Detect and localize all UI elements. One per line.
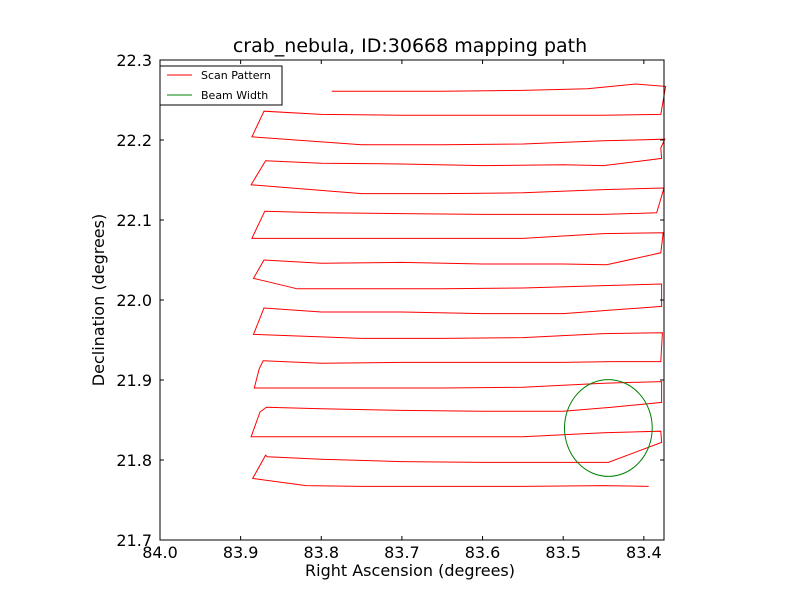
y-tick-label: 21.7 — [116, 531, 152, 550]
x-tick-label: 84.0 — [142, 543, 178, 562]
y-tick-label: 22.3 — [116, 51, 152, 70]
beam-layer — [563, 379, 653, 477]
x-tick-label: 83.9 — [223, 543, 259, 562]
y-ticks: 21.7 21.8 21.9 22.0 22.1 22.2 22.3 — [116, 51, 664, 550]
x-axis-label: Right Ascension (degrees) — [305, 561, 515, 580]
x-tick-label: 83.5 — [545, 543, 581, 562]
legend-beam-label: Beam Width — [201, 89, 268, 102]
y-tick-label: 22.1 — [116, 211, 152, 230]
y-tick-label: 21.9 — [116, 371, 152, 390]
legend: Scan Pattern Beam Width — [159, 65, 283, 106]
beam-width-circle — [563, 379, 653, 477]
scan-pattern-line — [250, 83, 667, 487]
legend-box — [159, 65, 283, 106]
chart-title: crab_nebula, ID:30668 mapping path — [233, 35, 587, 57]
scan-layer — [250, 83, 667, 487]
y-tick-label: 22.0 — [116, 291, 152, 310]
legend-scan-label: Scan Pattern — [201, 69, 271, 82]
x-tick-label: 83.4 — [626, 543, 662, 562]
y-tick-label: 21.8 — [116, 451, 152, 470]
x-tick-label: 83.8 — [303, 543, 339, 562]
y-tick-label: 22.2 — [116, 131, 152, 150]
y-axis-label: Declination (degrees) — [89, 214, 108, 386]
x-ticks: 84.0 83.9 83.8 83.7 83.6 83.5 83.4 — [142, 60, 662, 562]
plot-area — [160, 60, 664, 540]
x-tick-label: 83.7 — [384, 543, 420, 562]
x-tick-label: 83.6 — [465, 543, 501, 562]
